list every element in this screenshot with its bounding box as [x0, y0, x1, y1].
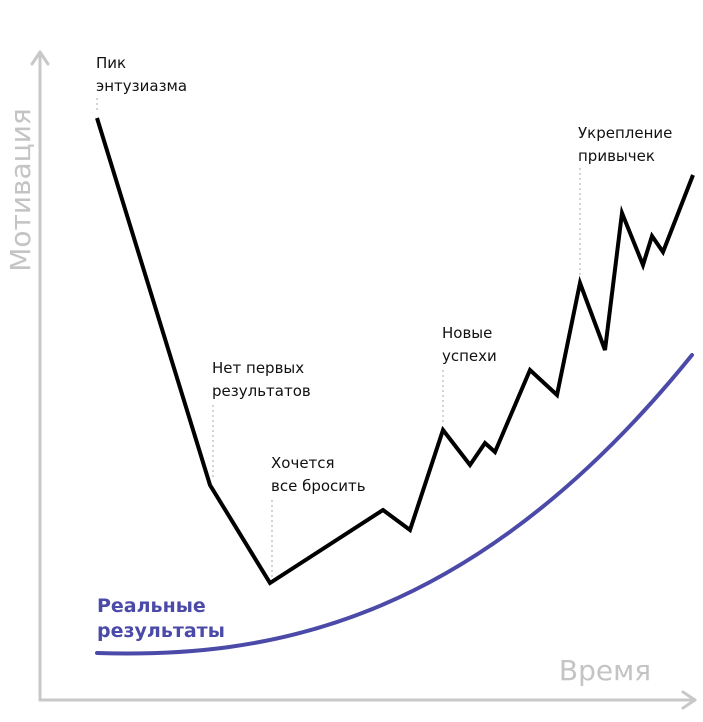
x-arrow [681, 690, 697, 710]
y-arrow [30, 50, 50, 66]
annotation-text: Пик [96, 54, 126, 72]
annotation-text: энтузиазма [96, 77, 187, 95]
annotation-text: Новые [442, 324, 492, 342]
annotation-text: результатов [212, 382, 311, 400]
annotation-text: Хочется [271, 454, 335, 472]
x-axis-label: Время [559, 654, 651, 687]
results-curve [95, 353, 694, 656]
results-label: Реальные [97, 595, 206, 617]
labels: Пик энтузиазма Нет первых результатов Хочетс… [96, 54, 672, 642]
leader-lines [96, 98, 581, 578]
annotation-text: успехи [442, 347, 497, 365]
annotation-text: Укрепление [578, 124, 672, 142]
y-axis-label: Мотивация [4, 108, 37, 272]
annotation-text: все бросить [271, 477, 366, 495]
axes [30, 50, 697, 710]
motivation-line [95, 117, 695, 586]
results-label: результаты [97, 620, 225, 642]
annotation-text: Нет первых [212, 359, 304, 377]
annotation-text: привычек [578, 147, 655, 165]
